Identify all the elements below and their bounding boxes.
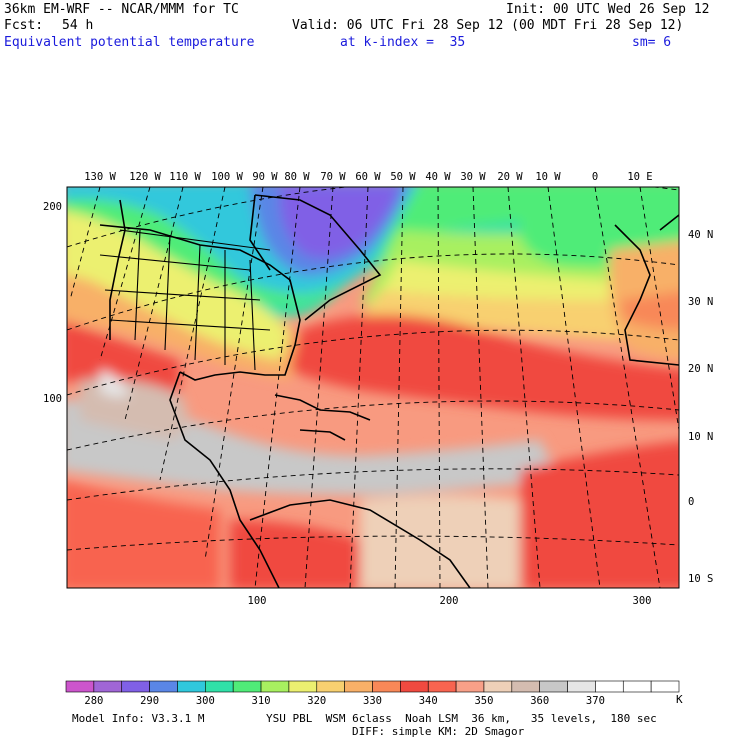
lat-label: 10 S [688, 573, 713, 585]
colorbar-swatch [149, 680, 178, 693]
lon-label: 0 [592, 171, 598, 183]
colorbar-swatch [344, 680, 373, 693]
colorbar-tick-label: 340 [419, 695, 438, 707]
colorbar-tick-label: 350 [474, 695, 493, 707]
coastlines [99, 194, 679, 588]
model-info: Model Info: V3.3.1 M [72, 712, 205, 725]
colorbar-swatch [205, 680, 234, 693]
colorbar-swatch [511, 680, 540, 693]
grid-y-label: 100 [43, 393, 62, 405]
colorbar-swatch [400, 680, 429, 693]
lat-label: 10 N [688, 431, 713, 443]
colorbar-tick-label: 320 [307, 695, 326, 707]
colorbar-tick-label: 280 [84, 695, 103, 707]
colorbar-swatch [372, 680, 401, 693]
lat-label: 0 [688, 496, 694, 508]
latitude-labels: 40 N 30 N 20 N 10 N 0 10 S [688, 229, 713, 585]
colorbar-swatch [427, 680, 457, 693]
colorbar-swatch [622, 680, 652, 693]
colorbar-swatch [567, 680, 596, 693]
lat-label: 30 N [688, 296, 713, 308]
forecast-label: Fcst: [4, 18, 44, 33]
colorbar-swatch [316, 680, 345, 693]
init-time: Init: 00 UTC Wed 26 Sep 12 [506, 2, 710, 17]
map-border [66, 186, 680, 589]
grid-y-label: 200 [43, 201, 62, 213]
grid-x-label: 300 [633, 595, 652, 607]
lon-label: 120 W [129, 171, 161, 183]
lon-label: 20 W [497, 171, 523, 183]
grid-x-label: 100 [248, 595, 267, 607]
colorbar-swatch [232, 680, 262, 693]
level-info: at k-index = 35 [340, 35, 466, 50]
diffusion-info: DIFF: simple KM: 2D Smagor [352, 725, 525, 738]
lon-label: 60 W [355, 171, 381, 183]
colorbar-swatch [65, 680, 95, 693]
lon-label: 130 W [84, 171, 116, 183]
valid-time: Valid: 06 UTC Fri 28 Sep 12 (00 MDT Fri … [292, 18, 684, 33]
colorbar-tick-label: 300 [196, 695, 215, 707]
grid-x-label: 200 [440, 595, 459, 607]
colorbar-tick-label: 290 [140, 695, 159, 707]
unit-label: K [676, 693, 683, 706]
theta-e-field [67, 187, 679, 588]
colorbar-swatch [288, 680, 318, 693]
lon-label: 40 W [425, 171, 451, 183]
colorbar-tick-label: 360 [530, 695, 549, 707]
forecast-hour: 54 h [62, 18, 94, 33]
lat-label: 20 N [688, 363, 713, 375]
colorbar-swatch [595, 680, 624, 693]
lon-label: 80 W [284, 171, 310, 183]
lon-label: 30 W [460, 171, 486, 183]
lon-label: 70 W [320, 171, 346, 183]
colorbar-tick-label: 370 [586, 695, 605, 707]
field-name: Equivalent potential temperature [4, 35, 255, 50]
colorbar: 280 290 300 310 320 330 340 350 360 370 [65, 680, 680, 707]
colorbar-swatch [260, 680, 290, 693]
physics-info: YSU PBL WSM 6class Noah LSM 36 km, 35 le… [266, 712, 657, 725]
lon-label: 100 W [211, 171, 243, 183]
colorbar-swatch [177, 680, 206, 693]
lon-label: 10 E [627, 171, 652, 183]
colorbar-swatch [483, 680, 513, 693]
lon-label: 50 W [390, 171, 416, 183]
colorbar-swatch [121, 680, 150, 693]
lon-label: 10 W [535, 171, 561, 183]
lon-label: 90 W [252, 171, 278, 183]
smoothing-info: sm= 6 [632, 35, 672, 50]
lon-label: 110 W [169, 171, 201, 183]
grid-index-labels: 200 100 100 200 300 [43, 201, 651, 607]
colorbar-swatch [93, 680, 123, 693]
graticule [67, 187, 679, 588]
lat-label: 40 N [688, 229, 713, 241]
colorbar-tick-label: 310 [252, 695, 271, 707]
longitude-labels: 130 W 120 W 110 W 100 W 90 W 80 W 70 W 60 W 50 W… [84, 171, 652, 183]
model-title: 36km EM-WRF -- NCAR/MMM for TC [4, 2, 239, 17]
colorbar-swatch [455, 680, 485, 693]
political-borders [99, 229, 271, 371]
colorbar-tick-label: 330 [363, 695, 382, 707]
colorbar-swatch [650, 680, 680, 693]
colorbar-swatch [539, 680, 568, 693]
